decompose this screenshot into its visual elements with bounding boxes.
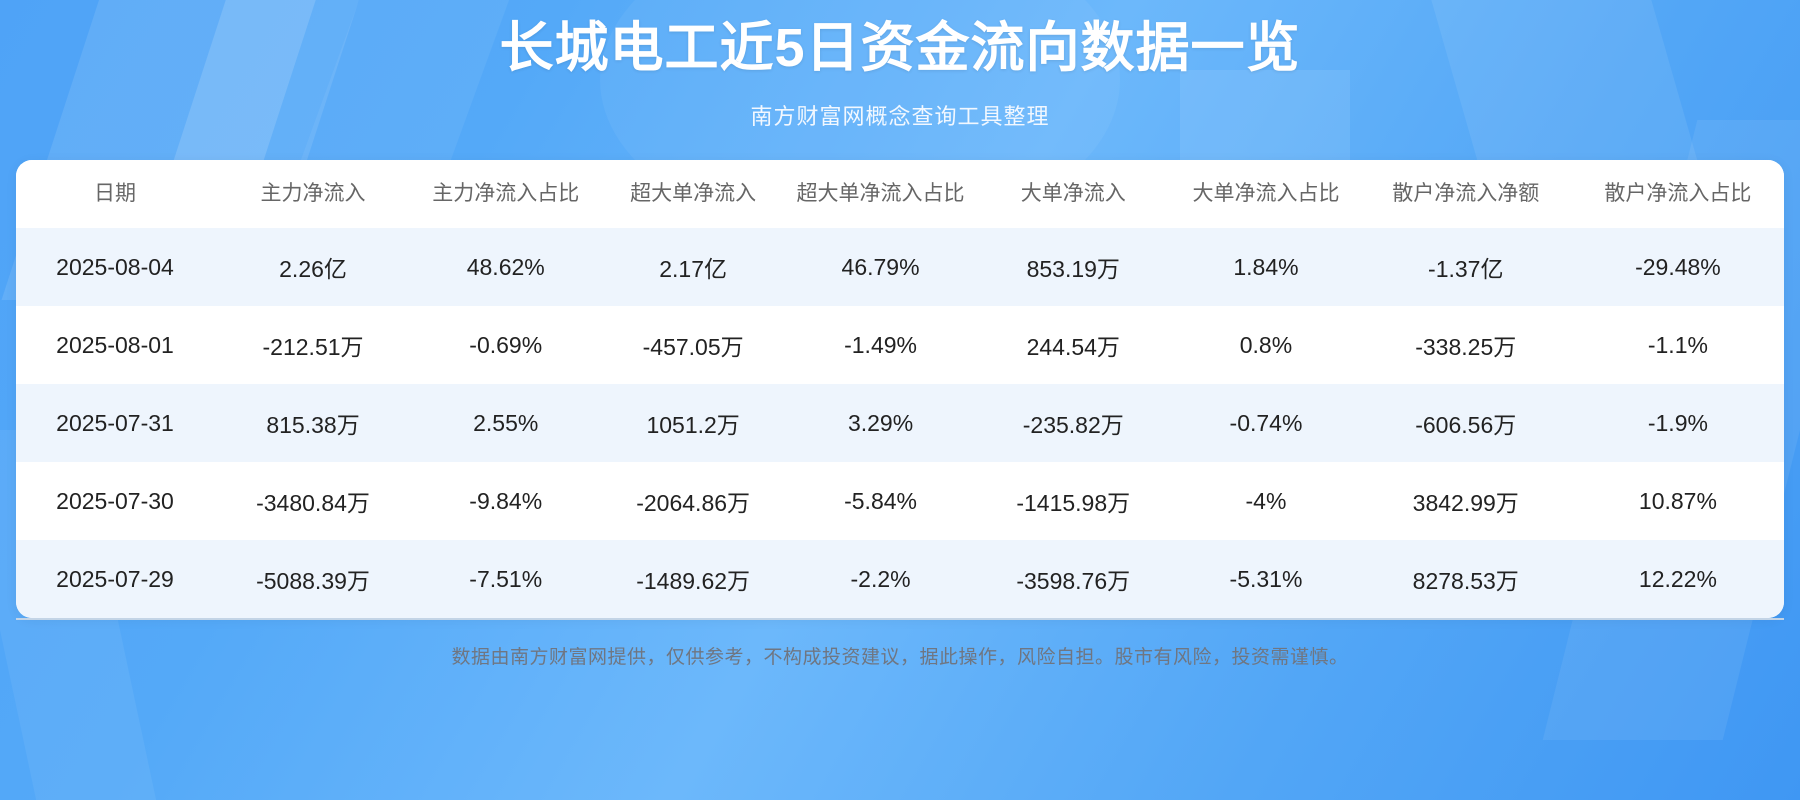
cell-xl-pct: 3.29% <box>786 384 975 463</box>
cell-date: 2025-08-04 <box>16 228 215 307</box>
cell-large-pct: -4% <box>1172 462 1360 541</box>
cell-large-net: -3598.76万 <box>974 540 1173 619</box>
cell-xl-net: -1489.62万 <box>599 540 787 619</box>
cell-xl-net: 1051.2万 <box>599 384 787 463</box>
cell-xl-pct: 46.79% <box>786 228 975 307</box>
cell-retail-net: 8278.53万 <box>1359 540 1572 619</box>
cell-retail-pct: -1.1% <box>1571 306 1784 385</box>
cell-retail-pct: 10.87% <box>1571 462 1784 541</box>
cell-xl-pct: -5.84% <box>786 462 975 541</box>
cell-xl-pct: -2.2% <box>786 540 975 619</box>
table-header: 日期 主力净流入 主力净流入占比 超大单净流入 超大单净流入占比 大单净流入 大… <box>16 160 1784 229</box>
page-title: 长城电工近5日资金流向数据一览 <box>499 18 1301 78</box>
footer-divider <box>16 618 1784 620</box>
cell-retail-pct: -29.48% <box>1571 228 1784 307</box>
column-header-extra-large-net-inflow: 超大单净流入 <box>599 160 787 229</box>
table-row: 2025-07-29 -5088.39万 -7.51% -1489.62万 -2… <box>16 540 1784 619</box>
disclaimer-text: 数据由南方财富网提供，仅供参考，不构成投资建议，据此操作，风险自担。股市有风险，… <box>451 647 1349 668</box>
column-header-retail-net-inflow-pct: 散户净流入占比 <box>1571 160 1784 229</box>
cell-main-net: -3480.84万 <box>214 462 413 541</box>
column-header-extra-large-net-inflow-pct: 超大单净流入占比 <box>786 160 975 229</box>
cell-date: 2025-08-01 <box>16 306 215 385</box>
cell-large-pct: 0.8% <box>1172 306 1360 385</box>
header: 长城电工近5日资金流向数据一览 南方财富网概念查询工具整理 <box>0 0 1800 131</box>
cell-large-pct: 1.84% <box>1172 228 1360 307</box>
table-header-row: 日期 主力净流入 主力净流入占比 超大单净流入 超大单净流入占比 大单净流入 大… <box>16 160 1784 229</box>
cell-main-pct: -9.84% <box>412 462 600 541</box>
cell-large-net: -235.82万 <box>974 384 1173 463</box>
cell-main-pct: -7.51% <box>412 540 600 619</box>
page-subtitle: 南方财富网概念查询工具整理 <box>750 103 1050 129</box>
cell-retail-net: -338.25万 <box>1359 306 1572 385</box>
cell-retail-net: -606.56万 <box>1359 384 1572 463</box>
cell-retail-pct: 12.22% <box>1571 540 1784 619</box>
cell-xl-net: -2064.86万 <box>599 462 787 541</box>
cell-retail-net: -1.37亿 <box>1359 228 1572 307</box>
cell-main-net: 2.26亿 <box>214 228 413 307</box>
table-row: 2025-07-30 -3480.84万 -9.84% -2064.86万 -5… <box>16 462 1784 541</box>
cell-large-pct: -5.31% <box>1172 540 1360 619</box>
cell-xl-pct: -1.49% <box>786 306 975 385</box>
cell-date: 2025-07-31 <box>16 384 215 463</box>
cell-large-pct: -0.74% <box>1172 384 1360 463</box>
table-row: 2025-07-31 815.38万 2.55% 1051.2万 3.29% -… <box>16 384 1784 463</box>
cell-retail-pct: -1.9% <box>1571 384 1784 463</box>
cell-large-net: 853.19万 <box>974 228 1173 307</box>
table-body: 2025-08-04 2.26亿 48.62% 2.17亿 46.79% 853… <box>16 228 1784 619</box>
cell-large-net: -1415.98万 <box>974 462 1173 541</box>
column-header-main-net-inflow: 主力净流入 <box>214 160 413 229</box>
cell-xl-net: -457.05万 <box>599 306 787 385</box>
column-header-main-net-inflow-pct: 主力净流入占比 <box>412 160 600 229</box>
cell-main-pct: -0.69% <box>412 306 600 385</box>
table-row: 2025-08-04 2.26亿 48.62% 2.17亿 46.79% 853… <box>16 228 1784 307</box>
cell-main-net: -212.51万 <box>214 306 413 385</box>
column-header-large-net-inflow-pct: 大单净流入占比 <box>1172 160 1360 229</box>
table-row: 2025-08-01 -212.51万 -0.69% -457.05万 -1.4… <box>16 306 1784 385</box>
footer: 数据由南方财富网提供，仅供参考，不构成投资建议，据此操作，风险自担。股市有风险，… <box>0 618 1800 669</box>
cell-main-net: -5088.39万 <box>214 540 413 619</box>
cell-xl-net: 2.17亿 <box>599 228 787 307</box>
column-header-date: 日期 <box>16 160 215 229</box>
cell-retail-net: 3842.99万 <box>1359 462 1572 541</box>
column-header-retail-net-inflow-amount: 散户净流入净额 <box>1359 160 1572 229</box>
cell-main-pct: 48.62% <box>412 228 600 307</box>
cell-main-pct: 2.55% <box>412 384 600 463</box>
cell-date: 2025-07-29 <box>16 540 215 619</box>
cell-main-net: 815.38万 <box>214 384 413 463</box>
fund-flow-table: 日期 主力净流入 主力净流入占比 超大单净流入 超大单净流入占比 大单净流入 大… <box>16 160 1784 619</box>
data-card: 南方财富网 southmoney.com 日期 主力净流入 主力净流入占比 超大… <box>16 160 1784 619</box>
cell-large-net: 244.54万 <box>974 306 1173 385</box>
cell-date: 2025-07-30 <box>16 462 215 541</box>
column-header-large-net-inflow: 大单净流入 <box>974 160 1173 229</box>
